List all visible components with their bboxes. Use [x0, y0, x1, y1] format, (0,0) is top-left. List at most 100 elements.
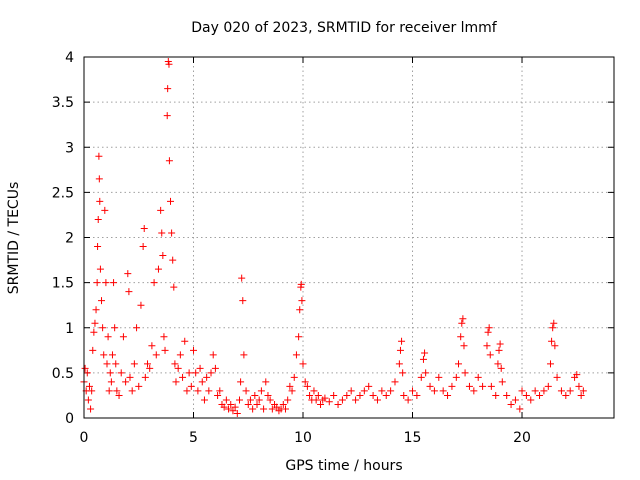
- data-point: [553, 373, 561, 381]
- data-point: [365, 382, 373, 390]
- data-point: [150, 279, 158, 287]
- data-point: [130, 360, 138, 368]
- data-point: [171, 360, 179, 368]
- data-point: [190, 346, 198, 354]
- data-point: [111, 324, 119, 332]
- data-point: [152, 351, 160, 359]
- data-point: [95, 175, 103, 183]
- data-point: [102, 279, 110, 287]
- data-point: [253, 400, 261, 408]
- data-point: [239, 297, 247, 305]
- data-point: [487, 382, 495, 390]
- data-point: [325, 398, 333, 406]
- data-point: [96, 197, 104, 205]
- data-point: [562, 391, 570, 399]
- data-point: [474, 373, 482, 381]
- data-point: [531, 387, 539, 395]
- data-point: [417, 373, 425, 381]
- data-point: [470, 387, 478, 395]
- data-point: [299, 360, 307, 368]
- data-series-srmtid: [80, 58, 587, 417]
- data-point: [93, 279, 101, 287]
- data-point: [174, 364, 182, 372]
- data-point: [246, 396, 254, 404]
- data-point: [87, 405, 95, 413]
- data-point: [216, 387, 224, 395]
- y-tick-label: 0: [65, 411, 74, 427]
- data-point: [465, 382, 473, 390]
- data-point: [164, 85, 172, 93]
- grid: [84, 57, 614, 418]
- data-point: [157, 206, 165, 214]
- data-point: [220, 403, 228, 411]
- y-tick-label: 0.5: [52, 366, 74, 382]
- data-point: [181, 337, 189, 345]
- data-point: [511, 396, 519, 404]
- data-point: [266, 396, 274, 404]
- data-point: [298, 297, 306, 305]
- data-point: [242, 387, 250, 395]
- data-point: [448, 382, 456, 390]
- data-point: [455, 360, 463, 368]
- data-point: [297, 280, 305, 288]
- data-point: [422, 369, 430, 377]
- data-point: [286, 382, 294, 390]
- x-tick-label: 10: [294, 430, 312, 446]
- data-point: [494, 360, 502, 368]
- data-point: [209, 351, 217, 359]
- data-point: [154, 265, 162, 273]
- data-point: [240, 351, 248, 359]
- data-point: [135, 382, 143, 390]
- data-point: [222, 396, 230, 404]
- data-point: [185, 369, 193, 377]
- data-point: [497, 364, 505, 372]
- data-point: [160, 333, 168, 341]
- data-point: [101, 206, 109, 214]
- data-point: [255, 396, 263, 404]
- data-point: [192, 369, 200, 377]
- data-point: [99, 324, 107, 332]
- data-point: [439, 387, 447, 395]
- data-point: [546, 360, 554, 368]
- data-point: [579, 387, 587, 395]
- data-point: [85, 382, 93, 390]
- x-tick-label: 0: [80, 430, 89, 446]
- data-point: [404, 396, 412, 404]
- data-point: [251, 391, 259, 399]
- data-point: [167, 197, 175, 205]
- data-point: [435, 373, 443, 381]
- data-point: [484, 328, 492, 336]
- data-point: [419, 355, 427, 363]
- data-point: [81, 364, 89, 372]
- data-point: [551, 342, 559, 350]
- data-point: [205, 387, 213, 395]
- data-point: [458, 319, 466, 327]
- plot-frame: [83, 56, 615, 419]
- data-point: [516, 405, 524, 413]
- data-point: [544, 382, 552, 390]
- data-point: [486, 351, 494, 359]
- data-point: [503, 391, 511, 399]
- data-point: [95, 152, 103, 160]
- data-point: [103, 360, 111, 368]
- data-point: [507, 400, 515, 408]
- data-point: [413, 391, 421, 399]
- data-point: [139, 243, 147, 251]
- data-point: [83, 369, 91, 377]
- x-tick-label: 15: [404, 430, 422, 446]
- data-point: [409, 387, 417, 395]
- data-point: [284, 396, 292, 404]
- y-tick-labels: 0 0.5 1 1.5 2 2.5 3 3.5 4: [52, 50, 74, 427]
- y-tick-label: 1.5: [52, 276, 74, 292]
- data-point: [92, 306, 100, 314]
- data-point: [268, 405, 276, 413]
- data-point: [260, 405, 268, 413]
- data-point: [207, 369, 215, 377]
- data-point: [557, 387, 565, 395]
- data-point: [110, 279, 118, 287]
- data-point: [288, 387, 296, 395]
- data-point: [378, 387, 386, 395]
- data-point: [548, 337, 556, 345]
- data-point: [88, 387, 96, 395]
